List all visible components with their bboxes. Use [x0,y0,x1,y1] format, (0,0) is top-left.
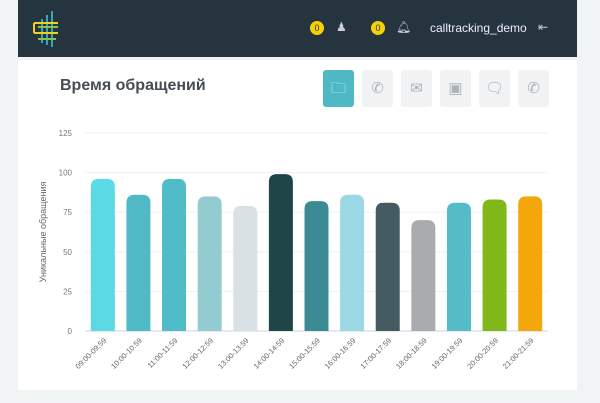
tab-callback[interactable]: ✆ [518,70,549,107]
username[interactable]: calltracking_demo [430,21,527,35]
bell-icon[interactable]: 🔔︎ [396,20,412,34]
tab-calls[interactable]: ✆ [362,70,393,107]
page-title: Время обращений [60,77,206,94]
bar [90,178,115,331]
x-tick-label: 14:00-14:59 [252,336,287,371]
envelope-icon: ✉ [410,80,423,97]
bar [340,194,365,331]
x-tick-label: 15:00-15:59 [287,336,322,371]
bar [482,199,507,331]
y-tick-label: 0 [68,327,73,336]
bar [446,202,471,331]
logo[interactable] [32,9,60,49]
x-tick-label: 09:00-09:59 [74,336,109,371]
y-tick-label: 50 [63,248,72,257]
bar [411,220,436,331]
logout-icon[interactable]: ⇤ [538,20,549,34]
folder-form-icon: 🗀︎ [330,80,346,97]
y-tick-label: 100 [59,169,73,178]
tab-chat[interactable]: 🗨︎ [479,70,510,107]
phone-icon: ✆ [371,80,384,97]
bar [304,201,329,331]
bar [162,178,187,331]
tab-all[interactable]: 🗀︎ [323,70,354,107]
x-tick-label: 11:00-11:59 [146,336,180,370]
chat-icon: 🗨︎ [484,80,505,97]
bar [518,196,543,331]
contacts-icon[interactable]: ♟ [336,20,347,34]
x-tick-label: 19:00-19:59 [430,336,465,371]
x-tick-label: 18:00-18:59 [394,336,429,371]
x-tick-label: 20:00-20:59 [465,336,500,371]
y-tick-label: 125 [59,129,73,138]
x-tick-label: 16:00-16:59 [323,336,358,371]
x-tick-label: 10:00-10:59 [109,336,144,371]
tab-email[interactable]: ✉ [401,70,432,107]
top-header: 0 ♟ 0 🔔︎ calltracking_demo ⇤ [18,0,577,57]
bar [197,196,222,331]
browser-window-icon: ▣ [448,80,463,97]
contacts-badge[interactable]: 0 [310,21,324,35]
bar [375,202,400,331]
notifications-badge[interactable]: 0 [371,21,385,35]
y-tick-label: 25 [63,287,72,296]
bar [233,205,258,331]
tab-forms[interactable]: ▣ [440,70,471,107]
x-tick-label: 13:00-13:59 [216,336,251,371]
y-tick-label: 75 [63,208,72,217]
x-tick-label: 21:00-21:59 [501,336,536,371]
x-tick-label: 12:00-12:59 [180,336,215,371]
x-tick-label: 17:00-17:59 [358,336,393,371]
y-axis-label: Уникальные обращения [38,182,48,283]
bar [268,174,293,331]
callback-icon: ✆ [527,80,540,97]
bar [126,194,151,331]
